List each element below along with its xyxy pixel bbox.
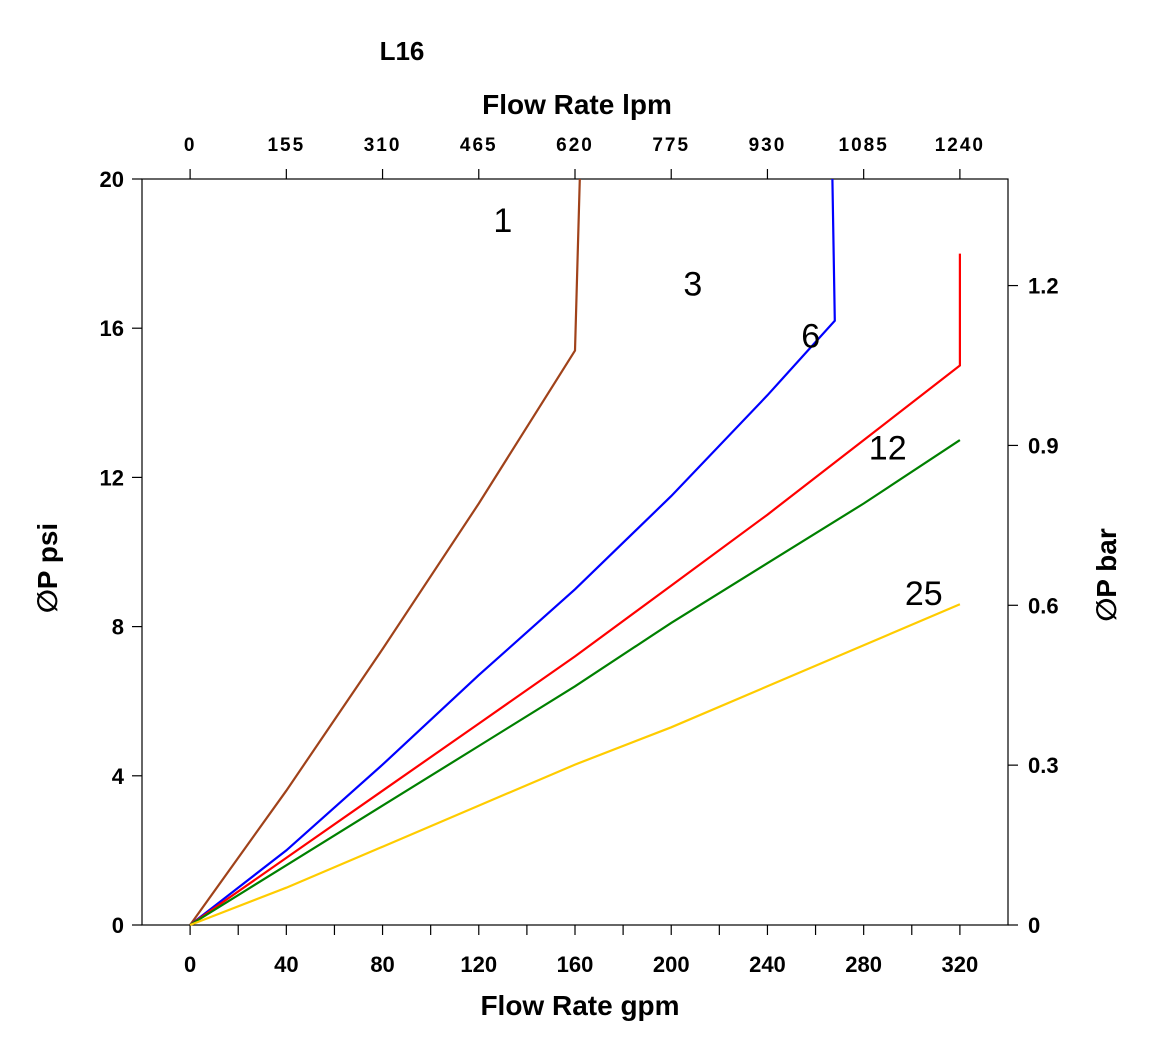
x2-tick-label: 155 bbox=[267, 135, 305, 156]
y-tick-label: 16 bbox=[100, 316, 124, 341]
x2-tick-label: 465 bbox=[460, 135, 498, 156]
y-tick-label: 4 bbox=[112, 764, 125, 789]
chart-title: L16 bbox=[380, 36, 425, 66]
curve-label-12: 12 bbox=[869, 430, 907, 468]
series-group bbox=[189, 178, 961, 927]
y-tick-label: 20 bbox=[100, 167, 124, 192]
x-tick-label: 80 bbox=[370, 952, 394, 977]
curve-label-25: 25 bbox=[905, 575, 943, 613]
x-tick-label: 240 bbox=[749, 952, 786, 977]
y-tick-label: 0 bbox=[112, 913, 124, 938]
x2-tick-label: 1085 bbox=[839, 135, 889, 156]
series-line-1 bbox=[189, 178, 581, 926]
curve-label-6: 6 bbox=[801, 318, 820, 356]
x-tick-label: 280 bbox=[845, 952, 882, 977]
x2-tick-label: 775 bbox=[652, 135, 690, 156]
y2-axis-title: ∅P bar bbox=[1091, 528, 1122, 622]
x2-tick-label: 930 bbox=[749, 135, 787, 156]
y2-tick-label: 0.3 bbox=[1028, 753, 1059, 778]
x-tick-label: 200 bbox=[653, 952, 690, 977]
curve-label-1: 1 bbox=[493, 202, 512, 240]
x-tick-label: 0 bbox=[184, 952, 196, 977]
y2-tick-label: 0 bbox=[1028, 913, 1040, 938]
x2-tick-label: 620 bbox=[556, 135, 594, 156]
x-axis-title: Flow Rate gpm bbox=[480, 990, 679, 1021]
y-tick-label: 8 bbox=[112, 615, 124, 640]
x2-tick-label: 1240 bbox=[935, 135, 985, 156]
y-axis-title: ∅P psi bbox=[32, 523, 63, 613]
y2-tick-label: 0.6 bbox=[1028, 593, 1059, 618]
y-tick-label: 12 bbox=[100, 465, 124, 490]
x-tick-label: 40 bbox=[274, 952, 298, 977]
plot-frame bbox=[141, 178, 1009, 926]
y2-tick-label: 0.9 bbox=[1028, 433, 1059, 458]
x-tick-label: 120 bbox=[460, 952, 497, 977]
x-tick-label: 160 bbox=[557, 952, 594, 977]
x2-tick-label: 310 bbox=[364, 135, 402, 156]
series-line-12 bbox=[189, 439, 961, 926]
series-line-6 bbox=[189, 253, 961, 926]
series-line-3 bbox=[189, 178, 836, 926]
curve-labels: 1 3 6 12 25 bbox=[493, 202, 942, 613]
series-line-25 bbox=[189, 603, 961, 927]
y2-tick-label: 1.2 bbox=[1028, 274, 1059, 299]
x2-tick-label: 0 bbox=[184, 135, 197, 156]
curve-label-3: 3 bbox=[683, 265, 702, 303]
x2-axis-title: Flow Rate lpm bbox=[482, 89, 672, 120]
x-tick-label: 320 bbox=[942, 952, 979, 977]
